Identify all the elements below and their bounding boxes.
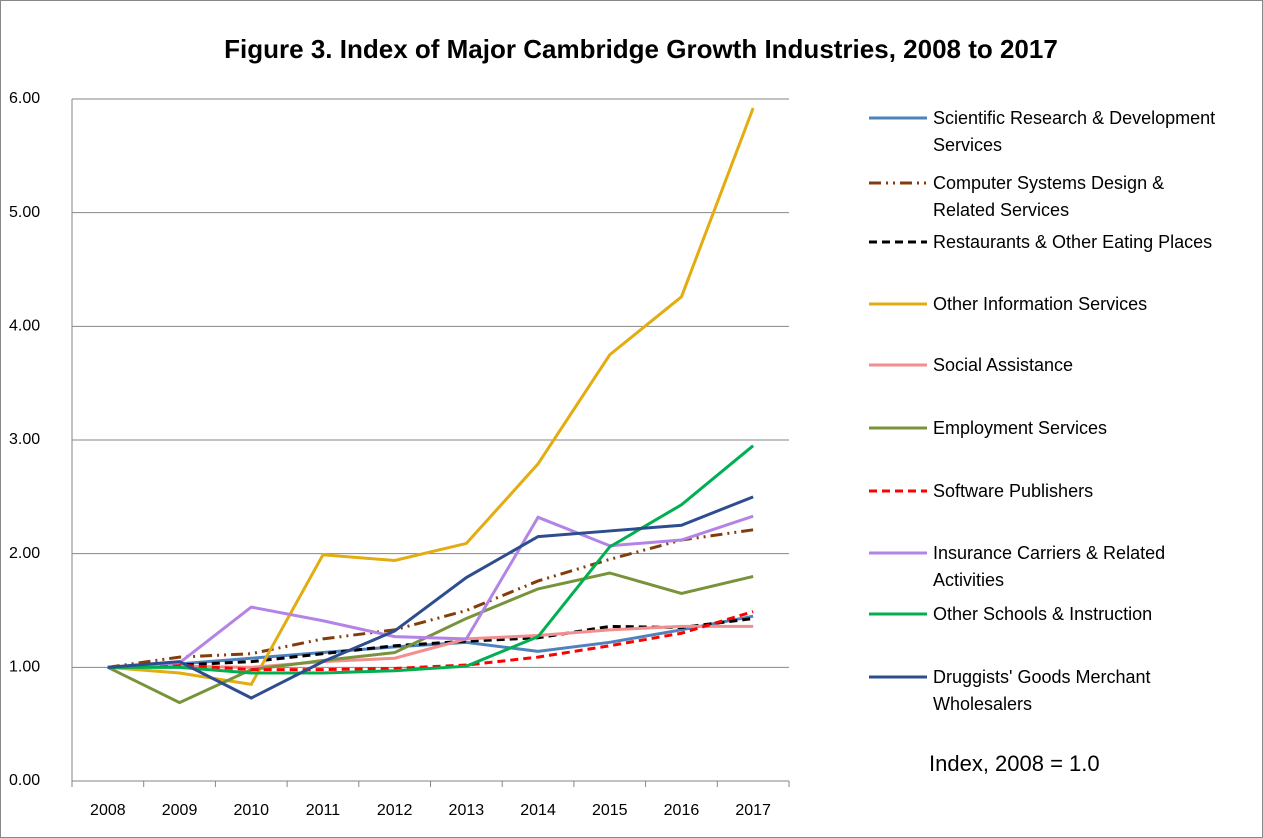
x-tick-label: 2016 bbox=[664, 802, 700, 819]
series-line bbox=[107, 571, 754, 705]
x-tick-label: 2011 bbox=[306, 802, 341, 819]
y-tick-label: 3.00 bbox=[9, 431, 40, 448]
x-tick-label: 2015 bbox=[592, 802, 628, 819]
y-tick-label: 6.00 bbox=[9, 90, 40, 107]
legend-label: Other Information Services bbox=[933, 294, 1148, 314]
y-tick-label: 5.00 bbox=[9, 204, 40, 221]
chart-title: Figure 3. Index of Major Cambridge Growt… bbox=[224, 34, 1058, 64]
legend-label: Other Schools & Instruction bbox=[933, 604, 1153, 624]
y-tick-label: 1.00 bbox=[9, 659, 40, 676]
legend-label: Restaurants & Other Eating Places bbox=[933, 232, 1213, 252]
x-tick-label: 2010 bbox=[233, 802, 269, 819]
x-tick-label: 2013 bbox=[449, 802, 485, 819]
series-line bbox=[107, 610, 754, 672]
series-line bbox=[107, 514, 754, 669]
legend-label: Employment Services bbox=[933, 418, 1108, 438]
y-tick-label: 2.00 bbox=[9, 545, 40, 562]
legend-label: Scientific Research & Development Servic… bbox=[933, 108, 1216, 155]
legend-label: Computer Systems Design & Related Servic… bbox=[933, 173, 1165, 220]
series-line bbox=[107, 614, 754, 669]
x-tick-label: 2012 bbox=[377, 802, 413, 819]
legend-label: Social Assistance bbox=[933, 355, 1074, 375]
y-tick-label: 4.00 bbox=[9, 318, 40, 335]
legend-label: Druggists' Goods Merchant Wholesalers bbox=[933, 667, 1151, 714]
y-tick-label: 0.00 bbox=[9, 772, 40, 789]
series-line bbox=[107, 444, 755, 675]
series-line bbox=[107, 495, 754, 700]
legend-label: Insurance Carriers & Related Activities bbox=[933, 543, 1166, 590]
x-tick-label: 2009 bbox=[162, 802, 198, 819]
legend-label: Software Publishers bbox=[933, 481, 1094, 501]
x-tick-label: 2017 bbox=[735, 802, 771, 819]
x-tick-label: 2008 bbox=[90, 802, 126, 819]
annotation: Index, 2008 = 1.0 bbox=[929, 751, 1100, 776]
x-tick-label: 2014 bbox=[520, 802, 556, 819]
series-line bbox=[107, 107, 755, 687]
